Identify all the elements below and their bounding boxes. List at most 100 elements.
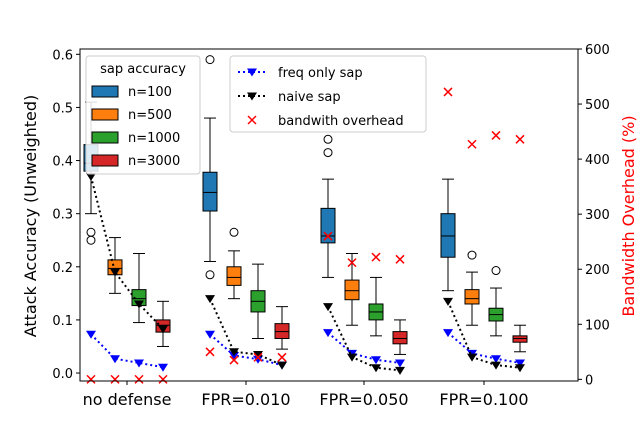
marker-freq-only-sap [134, 359, 144, 368]
marker-naive-sap [491, 361, 501, 370]
marker-freq-only-sap [110, 355, 120, 364]
box-flier [467, 250, 477, 260]
marker-naive-sap [86, 172, 96, 181]
marker-freq-only-sap [443, 329, 453, 338]
right-axis: 0 100 200 300 400 500 600 [578, 43, 610, 388]
marker-naive-sap [395, 366, 405, 375]
box-n1000-1 [250, 263, 266, 340]
box-n1000-3 [488, 266, 504, 337]
marker-naive-sap [443, 297, 453, 306]
overhead-point [205, 347, 215, 357]
overhead-point [253, 352, 263, 362]
box-n1000-2 [368, 276, 384, 337]
marker-naive-sap [467, 353, 477, 362]
box-flier [86, 227, 96, 237]
box-body [464, 289, 480, 305]
overhead-point [110, 374, 120, 384]
legend-marker [247, 115, 257, 125]
box-body [440, 213, 456, 258]
legend-box-series: sap accuracy n=100 n=500 n=1000 n=3000 [85, 55, 201, 175]
box-n3000-3 [512, 324, 528, 353]
box-body [512, 335, 528, 343]
legend-label: n=1000 [128, 131, 180, 146]
box-body [320, 207, 336, 244]
y2-tick-label: 300 [585, 208, 610, 223]
marker-naive-sap [347, 353, 357, 362]
y2-axis-label: Bandwidth Overhead (%) [619, 115, 638, 316]
box-flier [205, 270, 215, 280]
box-n100-2 [320, 134, 336, 278]
legend-swatch [91, 85, 119, 98]
left-axis: 0.0 0.1 0.2 0.3 0.4 0.5 0.6 [52, 48, 80, 382]
y-tick-label: 0.2 [52, 261, 73, 276]
y2-tick-label: 500 [585, 98, 610, 113]
overhead-point [395, 254, 405, 264]
y-tick-label: 0.6 [52, 48, 73, 63]
marker-naive-sap [253, 350, 263, 359]
overhead-point [86, 374, 96, 384]
overhead-point [443, 87, 453, 97]
plot-area [83, 55, 528, 384]
marker-freq-only-sap [323, 329, 333, 338]
box-n500-2 [344, 253, 360, 326]
box-n100-3 [440, 178, 456, 292]
legend-line-frame [229, 55, 427, 133]
line-naive-sap [209, 298, 283, 366]
legend-label: n=500 [128, 108, 172, 123]
y2-tick-label: 100 [585, 318, 610, 333]
overhead-point [134, 374, 144, 384]
y2-tick-label: 400 [585, 153, 610, 168]
box-flier [205, 55, 215, 65]
marker-naive-sap [371, 364, 381, 373]
overhead-point [491, 130, 501, 140]
overhead-point [515, 134, 525, 144]
marker-naive-sap [515, 364, 525, 373]
legend-label: bandwith overhead [278, 114, 404, 129]
box-body [202, 171, 218, 212]
x-tick-label: FPR=0.050 [319, 390, 408, 409]
overhead-point [467, 139, 477, 149]
legend-label: n=3000 [128, 154, 180, 169]
box-body [344, 279, 360, 301]
x-tick-label: FPR=0.100 [439, 390, 528, 409]
legend-swatch [91, 108, 119, 121]
y-tick-label: 0.0 [52, 367, 73, 382]
marker-freq-only-sap [371, 356, 381, 365]
legend-swatch [91, 154, 119, 167]
legend-title: sap accuracy [100, 62, 186, 77]
box-n3000-2 [392, 319, 408, 355]
line-freq-only-sap [209, 333, 283, 367]
marker-naive-sap [205, 295, 215, 304]
line-freq-only-sap [90, 333, 164, 369]
y2-tick-label: 600 [585, 43, 610, 58]
y-tick-label: 0.1 [52, 314, 73, 329]
legend-label: n=100 [128, 85, 172, 100]
overhead-point [323, 231, 333, 241]
legend-marker [247, 68, 257, 77]
marker-freq-only-sap [86, 330, 96, 339]
marker-naive-sap [158, 325, 168, 334]
legend-marker [247, 92, 257, 101]
overhead-point [158, 374, 168, 384]
marker-naive-sap [134, 300, 144, 309]
overhead-point [229, 355, 239, 365]
box-flier [229, 227, 239, 237]
marker-naive-sap [229, 348, 239, 357]
axes-frame [79, 48, 579, 382]
box-body [226, 266, 242, 286]
y-tick-label: 0.3 [52, 208, 73, 223]
marker-naive-sap [277, 361, 287, 370]
marker-freq-only-sap [491, 355, 501, 364]
overhead-point [347, 258, 357, 268]
box-n3000-1 [274, 306, 290, 350]
box-body [392, 331, 408, 345]
legend-line-series: freq only sap naive sap bandwith overhead [229, 55, 427, 133]
marker-freq-only-sap [158, 363, 168, 372]
y-tick-label: 0.5 [52, 101, 73, 116]
box-flier [323, 148, 333, 158]
line-naive-sap [447, 300, 521, 369]
box-n100-1 [202, 55, 218, 280]
marker-naive-sap [110, 268, 120, 277]
legend-swatch [91, 131, 119, 144]
marker-freq-only-sap [395, 359, 405, 368]
